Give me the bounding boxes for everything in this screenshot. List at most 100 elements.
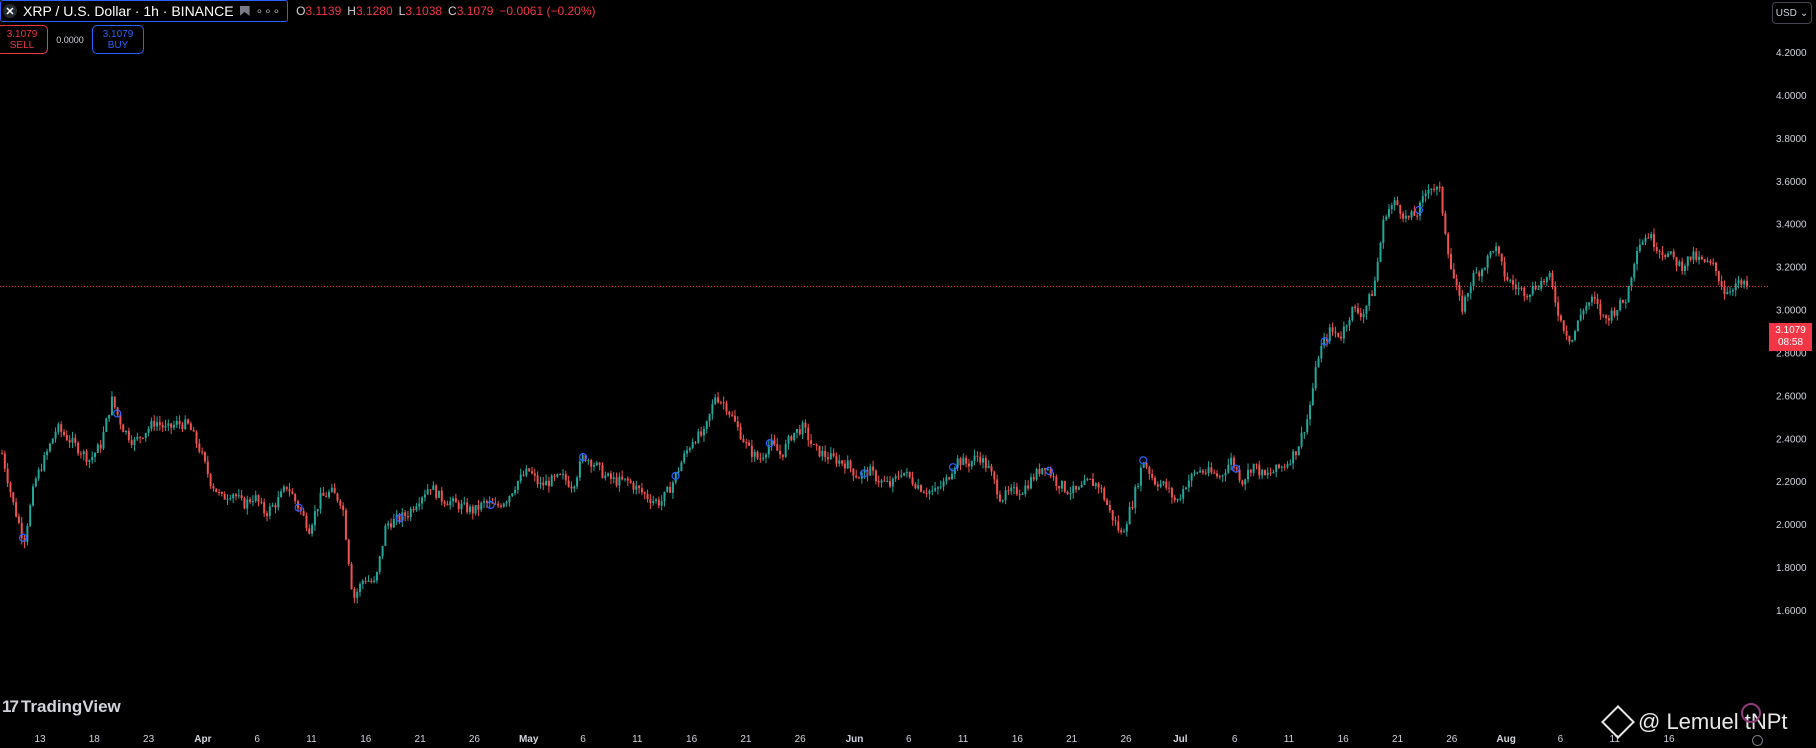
candle-body (147, 428, 150, 433)
candle-body (452, 498, 455, 502)
candle-body (936, 487, 939, 489)
candle-body (883, 480, 886, 482)
candle-body (1091, 478, 1094, 486)
candle-body (15, 502, 18, 517)
candle-body (1523, 287, 1526, 297)
candle-body (1055, 476, 1058, 486)
symbol-title[interactable]: XRP / U.S. Dollar · 1h · BINANCE (23, 3, 234, 19)
candle-body (446, 503, 449, 506)
x-tick-label: Jul (1173, 734, 1188, 745)
candle-body (1089, 478, 1092, 480)
settings-icon[interactable] (1752, 735, 1763, 746)
event-marker[interactable] (395, 514, 404, 523)
event-marker[interactable] (1044, 466, 1054, 476)
candle-body (638, 485, 641, 489)
event-marker[interactable] (765, 439, 774, 448)
y-tick-label: 4.0000 (1776, 91, 1807, 102)
candle-body (779, 450, 782, 455)
candle-body (342, 505, 345, 511)
candle-body (1258, 464, 1261, 476)
event-marker[interactable] (948, 463, 958, 472)
tradingview-logo[interactable]: 17 TradingView (2, 697, 121, 717)
candle-body (1464, 296, 1467, 312)
event-marker[interactable] (1231, 464, 1240, 473)
candle-body (1176, 499, 1179, 501)
candle-body (122, 424, 125, 433)
x-tick-label: 6 (1558, 734, 1564, 745)
candle-body (1159, 483, 1162, 487)
candle-body (68, 440, 71, 443)
candle-body (595, 462, 598, 466)
candle-body (375, 571, 378, 581)
candle-body (488, 501, 491, 503)
event-marker[interactable] (486, 500, 495, 510)
candle-body (965, 457, 968, 464)
candle-body (1706, 260, 1709, 262)
event-marker[interactable] (1139, 456, 1148, 465)
candle-body (1478, 272, 1481, 277)
candle-body (951, 473, 954, 480)
candle-body (175, 421, 178, 425)
candle-body (1049, 468, 1052, 477)
candle-body (1714, 262, 1717, 272)
sell-button[interactable]: 3.1079 SELL (0, 25, 48, 54)
event-marker[interactable] (18, 533, 28, 542)
candle-body (1390, 205, 1393, 210)
candle-body (195, 431, 198, 444)
currency-dropdown[interactable]: USD ⌄ (1772, 2, 1812, 24)
event-marker[interactable] (1320, 337, 1329, 346)
sell-label: SELL (9, 39, 35, 51)
event-marker[interactable] (1414, 205, 1424, 215)
buy-button[interactable]: 3.1079 BUY (92, 25, 144, 54)
candle-body (931, 490, 934, 492)
candle-body (632, 482, 635, 490)
candle-body (1416, 215, 1419, 217)
more-icon[interactable]: ∘∘∘ (255, 4, 282, 18)
candle-body (271, 505, 274, 507)
candle-body (1571, 339, 1574, 342)
candle-body (1007, 490, 1010, 492)
candle-body (953, 467, 956, 474)
alert-icon[interactable] (1741, 703, 1761, 723)
event-marker[interactable] (113, 409, 122, 418)
event-marker[interactable] (294, 503, 303, 512)
candle-body (454, 498, 457, 503)
candle-body (1289, 463, 1292, 465)
candle-body (1306, 419, 1309, 433)
candle-body (1441, 186, 1444, 214)
last-price-value: 3.1079 (1775, 325, 1806, 336)
event-marker[interactable] (671, 471, 680, 480)
candle-body (1624, 302, 1627, 304)
currency-label: USD (1775, 7, 1797, 19)
candle-body (711, 403, 714, 414)
candle-body (719, 402, 722, 404)
candle-body (1196, 472, 1199, 474)
candle-body (742, 439, 745, 443)
candle-body (1280, 466, 1283, 468)
candle-body (156, 422, 159, 427)
symbol-selector[interactable]: ✕ XRP / U.S. Dollar · 1h · BINANCE ∘∘∘ (0, 0, 289, 22)
flag-icon[interactable] (239, 6, 250, 16)
candle-body (251, 501, 254, 503)
candle-body (477, 505, 480, 510)
candle-body (1421, 196, 1424, 203)
close-value: 3.1079 (456, 4, 494, 18)
candle-body (984, 458, 987, 468)
candle-body (745, 442, 748, 444)
candle-body (333, 487, 336, 494)
event-marker[interactable] (578, 452, 588, 462)
candle-body (793, 432, 796, 441)
candle-body (1342, 326, 1345, 339)
candle-body (1503, 261, 1506, 277)
event-marker[interactable] (859, 469, 869, 478)
candle-body (1433, 188, 1436, 190)
candle-body (102, 431, 105, 449)
candle-body (1466, 293, 1469, 297)
candle-body (663, 491, 666, 502)
candle-body (181, 424, 184, 430)
candle-body (1469, 286, 1472, 294)
candle-body (153, 420, 156, 427)
candle-body (1387, 209, 1390, 217)
candle-body (1449, 254, 1452, 270)
